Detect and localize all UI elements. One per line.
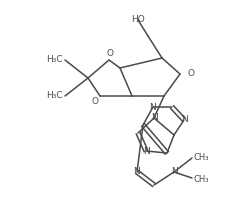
Text: N: N [134,168,140,177]
Text: N: N [143,147,149,156]
Text: N: N [181,116,187,124]
Text: O: O [188,69,195,78]
Text: CH₃: CH₃ [194,152,210,162]
Text: O: O [91,97,98,105]
Text: HO: HO [131,15,145,25]
Text: N: N [171,168,177,177]
Text: N: N [150,103,156,112]
Text: H₃C: H₃C [46,55,63,65]
Text: H₃C: H₃C [46,91,63,101]
Text: N: N [151,114,157,122]
Text: O: O [106,48,113,57]
Text: CH₃: CH₃ [194,175,210,183]
